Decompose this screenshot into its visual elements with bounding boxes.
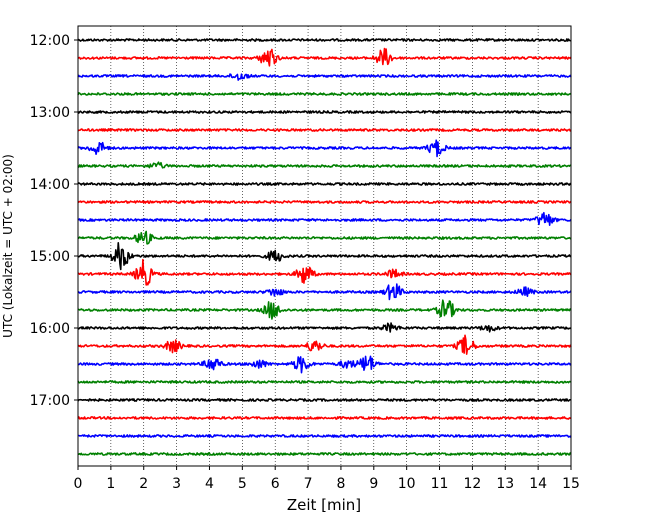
seismogram-trace [77, 110, 572, 114]
seismogram-trace [77, 452, 572, 456]
seismogram-trace [77, 434, 572, 438]
seismogram-trace [77, 398, 572, 402]
x-tick-label: 7 [304, 476, 313, 492]
x-tick-label: 11 [431, 476, 449, 492]
seismogram-trace [77, 322, 572, 333]
y-tick-label: 14:00 [30, 177, 70, 193]
seismogram-trace [77, 200, 572, 204]
x-tick-label: 6 [271, 476, 280, 492]
seismogram-trace [77, 299, 572, 320]
y-tick-label: 13:00 [30, 105, 70, 121]
seismogram-trace [77, 92, 572, 96]
seismogram-trace [77, 128, 572, 132]
x-tick-label: 14 [529, 476, 547, 492]
x-axis-ticks: 0 1 2 3 4 5 6 7 8 9 10 11 12 13 14 15 [74, 466, 580, 492]
x-tick-label: 15 [562, 476, 580, 492]
seismogram-trace [77, 211, 572, 226]
y-tick-label: 15:00 [30, 249, 70, 265]
seismogram-trace [77, 38, 572, 42]
x-tick-label: 2 [139, 476, 148, 492]
x-tick-label: 3 [172, 476, 181, 492]
seismogram-trace [77, 230, 572, 245]
seismogram-traces [77, 38, 572, 456]
y-tick-label: 12:00 [30, 33, 70, 49]
seismogram-trace [77, 258, 572, 286]
x-tick-label: 9 [369, 476, 378, 492]
plot-background [78, 26, 571, 466]
x-tick-label: 5 [238, 476, 247, 492]
seismogram-trace [77, 380, 572, 384]
plot-frame [77, 25, 572, 467]
seismogram-trace [77, 416, 572, 420]
x-tick-label: 0 [74, 476, 83, 492]
x-tick-label: 12 [463, 476, 481, 492]
seismogram-trace [77, 161, 572, 169]
seismogram-trace [77, 355, 572, 374]
x-axis-label: Zeit [min] [287, 496, 361, 514]
vertical-grid [110, 26, 539, 466]
x-tick-label: 4 [205, 476, 214, 492]
seismogram-trace [77, 139, 572, 158]
x-tick-label: 13 [496, 476, 514, 492]
y-axis-ticks: 12:00 13:00 14:00 15:00 16:00 17:00 [30, 33, 78, 409]
seismogram-trace [77, 182, 572, 186]
seismogram-trace [77, 241, 572, 271]
x-tick-label: 8 [336, 476, 345, 492]
y-axis-label: UTC (Lokalzeit = UTC + 02:00) [1, 154, 15, 338]
seismogram-trace [77, 283, 572, 301]
seismogram-trace [77, 73, 572, 81]
seismogram-trace [77, 47, 572, 67]
y-tick-label: 16:00 [30, 321, 70, 337]
seismogram-trace [77, 334, 572, 355]
y-tick-label: 17:00 [30, 393, 70, 409]
x-tick-label: 10 [398, 476, 416, 492]
x-tick-label: 1 [106, 476, 115, 492]
